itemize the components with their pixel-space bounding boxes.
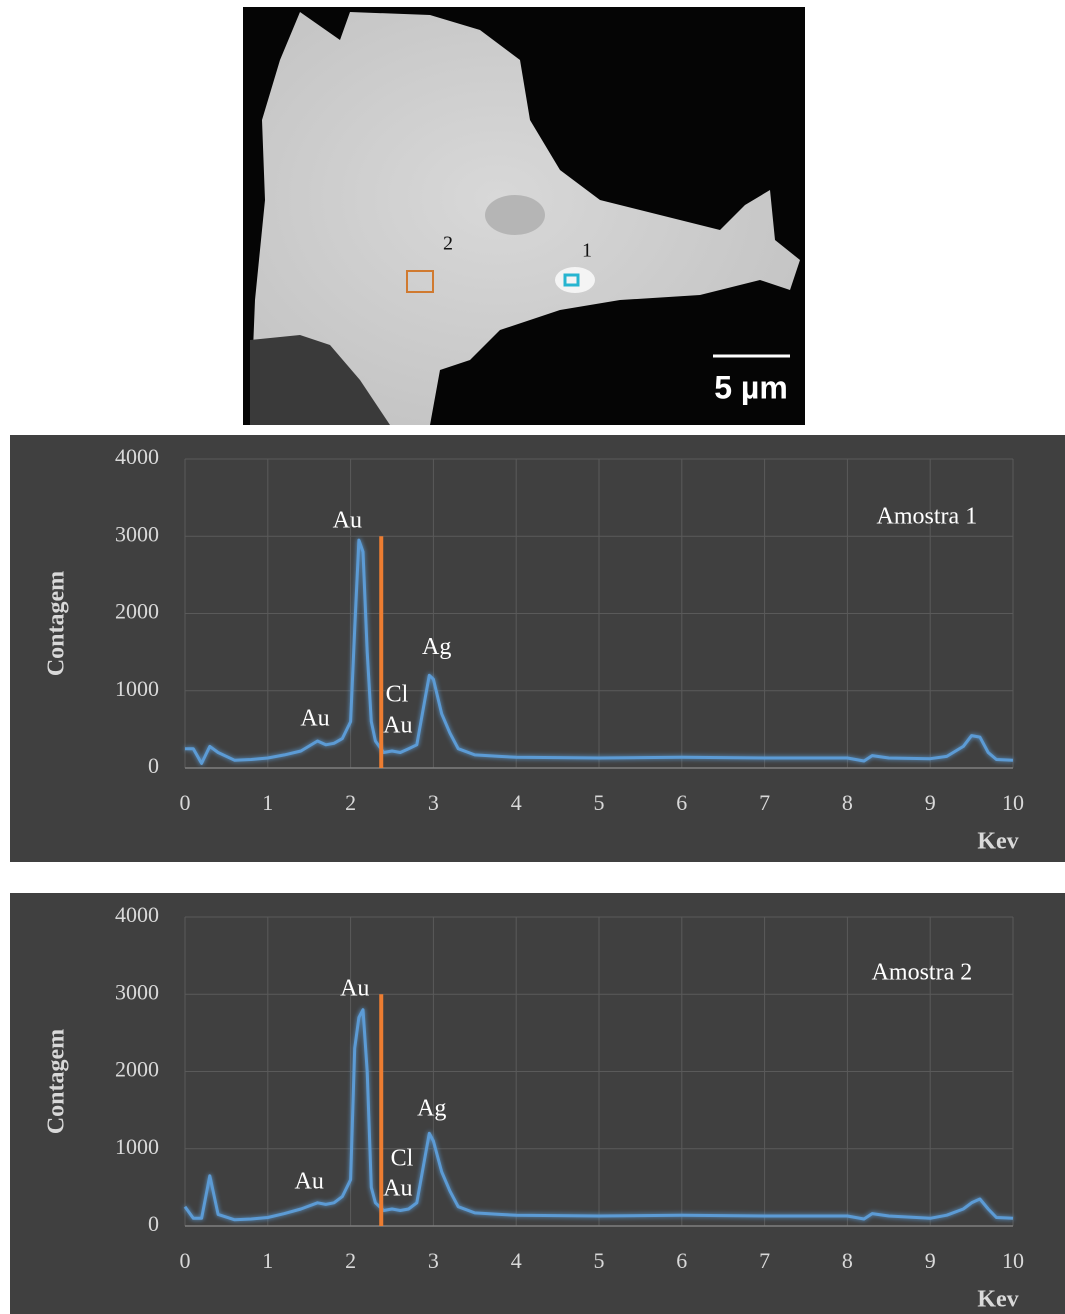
- x-tick-label: 4: [511, 1248, 522, 1273]
- annotation: Cl: [391, 1145, 414, 1171]
- x-tick-label: 0: [180, 1248, 191, 1273]
- annotation: Au: [295, 1169, 324, 1195]
- annotation: Au: [300, 706, 329, 732]
- x-axis-label: Kev: [977, 829, 1018, 855]
- annotation: Cl: [386, 682, 409, 708]
- figure: 2 1 5 µm 01000200030004000012345678910Ke…: [0, 0, 1065, 1314]
- x-tick-label: 7: [759, 1248, 770, 1273]
- annotation: Au: [333, 507, 362, 533]
- x-axis-label: Kev: [977, 1287, 1018, 1313]
- y-tick-label: 0: [148, 1211, 159, 1236]
- x-tick-label: 0: [180, 790, 191, 815]
- scale-label: 5 µm: [714, 369, 788, 405]
- x-tick-label: 6: [676, 1248, 687, 1273]
- x-tick-label: 3: [428, 1248, 439, 1273]
- y-tick-label: 0: [148, 753, 159, 778]
- x-tick-label: 3: [428, 790, 439, 815]
- chart-panel: 0 1000 2000 3000 4000 0 1 2 3 4 5 6 7 8 9 10 Kev Contagem…: [10, 893, 1065, 1314]
- y-axis-label: Contagem: [44, 571, 70, 676]
- y-tick-label: 2000: [115, 599, 159, 624]
- y-tick-label: 4000: [115, 902, 159, 927]
- x-tick-label: 5: [594, 1248, 605, 1273]
- x-tick-label: 8: [842, 1248, 853, 1273]
- x-tick-label: 2: [345, 1248, 356, 1273]
- dark-spot: [485, 195, 545, 235]
- x-tick-label: 2: [345, 790, 356, 815]
- annotation: Au: [383, 713, 412, 739]
- y-tick-label: 3000: [115, 521, 159, 546]
- panel-bg: [10, 893, 1065, 1314]
- bright-spot: [555, 267, 595, 293]
- chart-panel: 0 1000 2000 3000 4000 0 1 2 3 4 5 6 7 8 9 10 Kev Contagem…: [10, 435, 1065, 862]
- x-tick-label: 8: [842, 790, 853, 815]
- x-tick-label: 7: [759, 790, 770, 815]
- x-tick-label: 9: [925, 790, 936, 815]
- annotation: Amostra 1: [877, 504, 978, 530]
- y-tick-label: 3000: [115, 979, 159, 1004]
- region-label: 2: [443, 233, 453, 255]
- y-tick-label: 4000: [115, 444, 159, 469]
- y-tick-label: 1000: [115, 676, 159, 701]
- x-tick-label: 1: [262, 1248, 273, 1273]
- panel-bg: [10, 435, 1065, 862]
- y-tick-label: 2000: [115, 1057, 159, 1082]
- y-axis-label: Contagem: [44, 1029, 70, 1134]
- x-tick-label: 4: [511, 790, 522, 815]
- annotation: Ag: [417, 1096, 446, 1122]
- sem-image: 2 1 5 µm: [243, 7, 805, 425]
- x-tick-label: 10: [1002, 790, 1024, 815]
- annotation: Amostra 2: [872, 960, 973, 986]
- annotation: Ag: [422, 634, 451, 660]
- x-tick-label: 9: [925, 1248, 936, 1273]
- x-tick-label: 5: [594, 790, 605, 815]
- x-tick-label: 1: [262, 790, 273, 815]
- annotation: Au: [383, 1176, 412, 1202]
- x-tick-label: 6: [676, 790, 687, 815]
- annotation: Au: [340, 976, 369, 1002]
- region-label: 1: [582, 240, 592, 262]
- x-tick-label: 10: [1002, 1248, 1024, 1273]
- y-tick-label: 1000: [115, 1134, 159, 1159]
